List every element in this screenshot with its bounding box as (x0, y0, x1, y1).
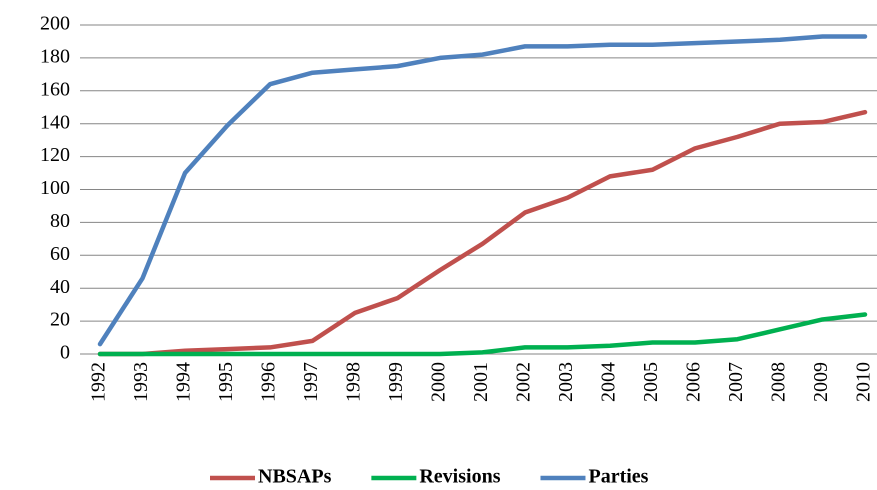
x-tick-label: 1993 (130, 362, 152, 402)
x-tick-label: 1998 (343, 362, 365, 402)
y-tick-label: 120 (40, 144, 70, 166)
legend-text: Revisions (419, 466, 500, 488)
x-tick-label: 2010 (853, 362, 875, 402)
y-tick-label: 20 (50, 309, 70, 331)
x-tick-label: 2003 (555, 362, 577, 402)
y-tick-label: 40 (50, 276, 70, 298)
line-series (97, 312, 868, 357)
x-tick-label: 2009 (810, 362, 832, 402)
x-tick-label: 2006 (683, 362, 705, 402)
y-tick-label: 140 (40, 111, 70, 133)
legend-text: Parties (588, 466, 648, 488)
y-tick-label: 80 (50, 210, 70, 232)
line-series (97, 34, 868, 347)
x-tick-label: 1999 (385, 362, 407, 402)
y-tick-label: 60 (50, 243, 70, 265)
x-tick-label: 2007 (725, 362, 747, 402)
line-series (97, 109, 868, 357)
x-tick-label: 2004 (598, 362, 620, 402)
legend-text: NBSAPs (258, 466, 332, 488)
y-tick-label: 0 (60, 342, 70, 364)
y-tick-label: 100 (40, 177, 70, 199)
x-tick-label: 1994 (173, 362, 195, 402)
y-tick-label: 160 (40, 78, 70, 100)
x-tick-label: 2005 (640, 362, 662, 402)
y-tick-label: 180 (40, 45, 70, 67)
x-tick-label: 2008 (768, 362, 790, 402)
x-tick-label: 2002 (513, 362, 535, 402)
x-tick-label: 2000 (428, 362, 450, 402)
x-tick-label: 2001 (470, 362, 492, 402)
x-tick-label: 1995 (215, 362, 237, 402)
x-tick-label: 1997 (300, 362, 322, 402)
x-tick-label: 1996 (258, 362, 280, 402)
x-tick-label: 1992 (88, 362, 110, 402)
y-tick-label: 200 (40, 13, 70, 35)
